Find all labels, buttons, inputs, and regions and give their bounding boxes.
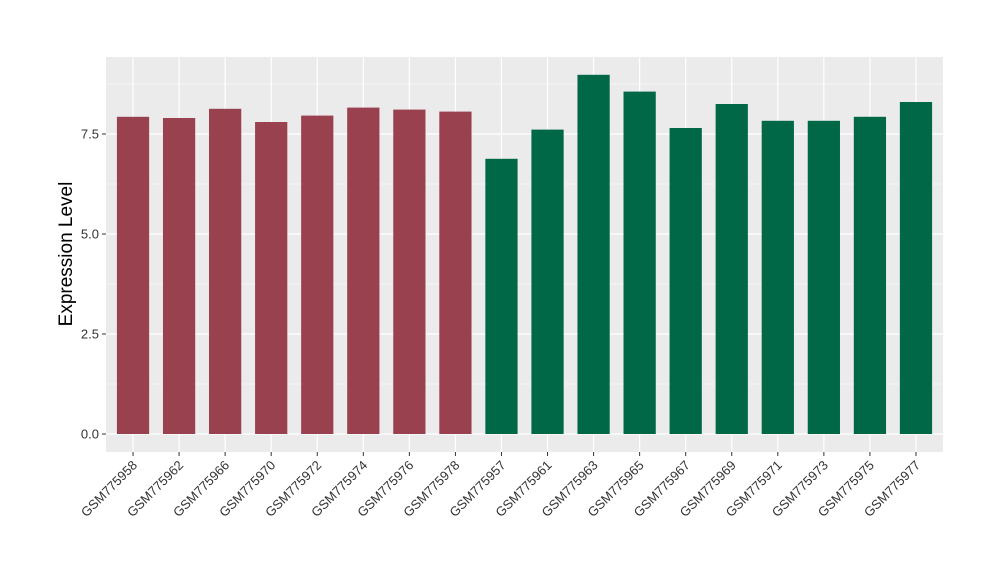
- bar-GSM775966: [209, 108, 242, 435]
- bar-GSM775963: [577, 74, 610, 435]
- y-axis-title: Expression Level: [56, 182, 77, 327]
- bar-GSM775973: [807, 120, 840, 435]
- bar-GSM775967: [669, 128, 702, 434]
- bar-GSM775974: [347, 107, 380, 434]
- bar-GSM775958: [116, 116, 150, 435]
- x-axis: GSM775958GSM775962GSM775966GSM775970GSM7…: [78, 452, 923, 520]
- bar-GSM775975: [853, 116, 887, 435]
- y-tick-label: 5.0: [81, 227, 99, 242]
- bar-GSM775972: [301, 115, 334, 434]
- bar-GSM775969: [715, 104, 748, 434]
- bar-GSM775970: [255, 122, 288, 434]
- bar-GSM775971: [761, 120, 794, 435]
- y-tick-label: 7.5: [81, 127, 99, 142]
- plot-panel: [106, 57, 943, 452]
- bar-GSM775978: [439, 111, 472, 434]
- y-tick-label: 0.0: [81, 427, 99, 442]
- bars: [116, 74, 933, 435]
- y-axis: 0.0 2.5 5.0 7.5: [81, 127, 106, 442]
- bar-GSM775965: [623, 91, 656, 434]
- bar-GSM775976: [393, 109, 426, 434]
- bar-GSM775977: [899, 102, 933, 434]
- y-tick-label: 2.5: [81, 327, 99, 342]
- bar-GSM775957: [485, 158, 518, 435]
- minor-gridlines: [106, 83, 943, 385]
- bar-GSM775961: [531, 129, 564, 434]
- bar-GSM775962: [162, 118, 196, 434]
